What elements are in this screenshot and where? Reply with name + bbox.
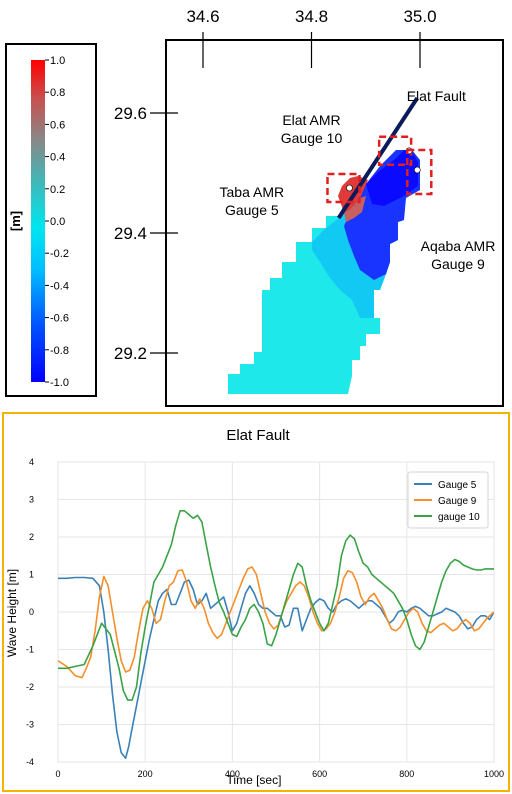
map-axes: 34.6 34.8 35.0 29.6 29.4 29.2 [114,7,437,363]
colorbar-tick-label: -1.0 [50,377,69,389]
plot-area: 4 3 2 1 0 -1 -2 -3 -4 0 200 400 600 800 1000 Gauge 5 Gau… [26,457,504,779]
y-tick-label: -3 [26,720,34,730]
gauge-point [346,184,353,192]
colorbar-tick-label: 0.6 [50,119,65,131]
colorbar-tick-label: 0.2 [50,184,65,196]
y-axis-label: Wave Height [m] [5,569,19,657]
x-axis-label: Time [sec] [227,773,282,787]
colorbar-gradient [31,60,45,382]
colorbar-tick-label: -0.4 [50,280,69,292]
gauge-markers [326,135,433,204]
tsunami-map-figure: 1.0 0.8 0.6 0.4 0.2 0.0 -0.2 -0.4 -0.6 -0.8 -1.0 [… [5,7,504,407]
lat-tick-label: 29.4 [114,224,147,243]
lon-tick-label: 34.8 [295,7,328,26]
y-tick-label: -1 [26,645,34,655]
map-annotations: Elat AMR Gauge 10 Elat Fault Taba AMR Gauge … [220,88,496,272]
lon-tick-label: 34.6 [186,7,219,26]
legend-entry: gauge 10 [438,512,480,523]
y-tick-label: -4 [26,757,34,767]
chart-title: Elat Fault [226,427,290,444]
map-annotation: Elat Fault [407,88,466,104]
x-tick-label: 200 [138,769,153,779]
wave-height-figure: Elat Fault 4 3 2 1 0 -1 -2 -3 -4 0 200 400 600 800 100… [2,412,510,792]
legend-entry: Gauge 9 [438,496,477,507]
series-line-gauge-5 [58,576,494,760]
lat-tick-label: 29.6 [114,104,147,123]
colorbar-tick-label: 0.0 [50,216,65,228]
gauge-box [326,172,361,204]
colorbar-frame [5,43,97,397]
legend-box [407,471,489,529]
y-tick-label: 2 [29,532,34,542]
colorbar-tick-label: 1.0 [50,55,65,67]
y-tick-label: 3 [29,495,34,505]
colorbar-ticks: 1.0 0.8 0.6 0.4 0.2 0.0 -0.2 -0.4 -0.6 -0.8 -1.0 [45,55,69,389]
colorbar-tick-label: -0.2 [50,248,69,260]
gauge-point [413,166,421,174]
x-tick-label: 800 [399,769,414,779]
colorbar-tick-label: -0.6 [50,313,69,325]
legend-entry: Gauge 5 [438,480,477,491]
y-tick-label: 4 [29,457,34,467]
lat-tick-label: 29.2 [114,344,147,363]
map-annotation: Elat AMR Gauge 10 [281,112,343,146]
x-tick-label: 1000 [484,769,504,779]
map-annotation: Taba AMR Gauge 5 [220,184,285,218]
colorbar-tick-label: 0.8 [50,87,65,99]
x-tick-label: 400 [225,769,240,779]
elat-fault-line [336,96,419,220]
colorbar-label: [m] [8,211,23,231]
colorbar-tick-label: 0.4 [50,152,65,164]
x-tick-label: 600 [312,769,327,779]
series-line-gauge-10 [58,510,494,701]
wave-field [228,150,420,394]
y-tick-label: 1 [29,570,34,580]
map-panel: 34.6 34.8 35.0 29.6 29.4 29.2 Elat AMR Gauge 1… [114,7,504,407]
colorbar-panel: 1.0 0.8 0.6 0.4 0.2 0.0 -0.2 -0.4 -0.6 -0.8 -1.0 [… [5,43,97,397]
colorbar-tick-label: -0.8 [50,345,69,357]
lon-tick-label: 35.0 [403,7,436,26]
y-tick-label: -2 [26,682,34,692]
map-annotation: Aqaba AMR Gauge 9 [421,238,496,272]
y-tick-label: 0 [29,607,34,617]
x-tick-label: 0 [55,769,60,779]
gauge-box [406,148,433,196]
